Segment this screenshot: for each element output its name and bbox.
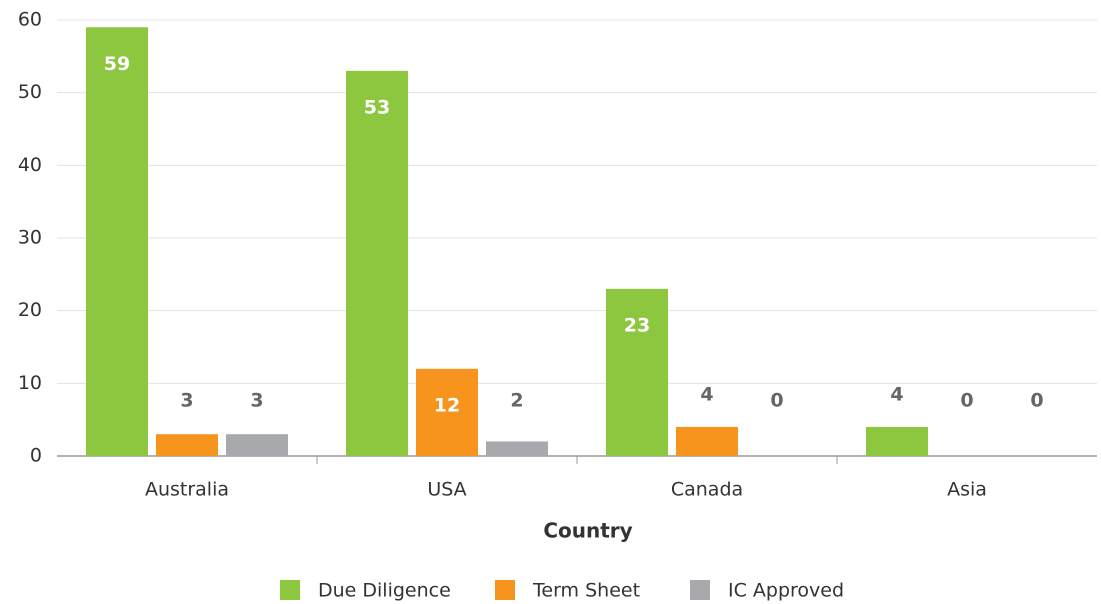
y-tick-label: 10 [18, 372, 42, 394]
x-tick-label: Asia [947, 479, 987, 501]
data-label: 23 [624, 314, 650, 336]
x-tick-label: Australia [145, 479, 229, 501]
y-tick-label: 60 [18, 9, 42, 31]
bar [606, 288, 668, 456]
data-label: 12 [434, 394, 460, 416]
y-tick-label: 50 [18, 81, 42, 103]
bar [86, 27, 148, 457]
bar [486, 441, 548, 456]
y-tick-label: 40 [18, 154, 42, 176]
data-label: 4 [700, 383, 713, 405]
data-label: 0 [770, 390, 783, 412]
data-label: 3 [250, 390, 263, 412]
x-axis-title: Country [543, 519, 632, 543]
legend-label: IC Approved [728, 580, 844, 602]
data-label: 0 [1030, 390, 1043, 412]
data-label: 0 [960, 390, 973, 412]
bar [416, 368, 478, 456]
data-label: 53 [364, 96, 390, 118]
legend-label: Term Sheet [532, 580, 640, 602]
data-label: 3 [180, 390, 193, 412]
legend-label: Due Diligence [318, 580, 451, 602]
y-tick-label: 0 [30, 445, 42, 467]
bar [156, 434, 218, 456]
data-label: 2 [510, 390, 523, 412]
legend-swatch [495, 580, 515, 600]
x-tick-label: USA [427, 479, 466, 501]
data-label: 59 [104, 53, 130, 75]
bar [866, 426, 928, 456]
bar [676, 426, 738, 456]
data-label: 4 [890, 383, 903, 405]
legend-swatch [280, 580, 300, 600]
y-tick-label: 20 [18, 299, 42, 321]
bar [346, 70, 408, 456]
x-tick-label: Canada [671, 479, 743, 501]
y-tick-label: 30 [18, 227, 42, 249]
bar [226, 434, 288, 456]
legend-swatch [690, 580, 710, 600]
